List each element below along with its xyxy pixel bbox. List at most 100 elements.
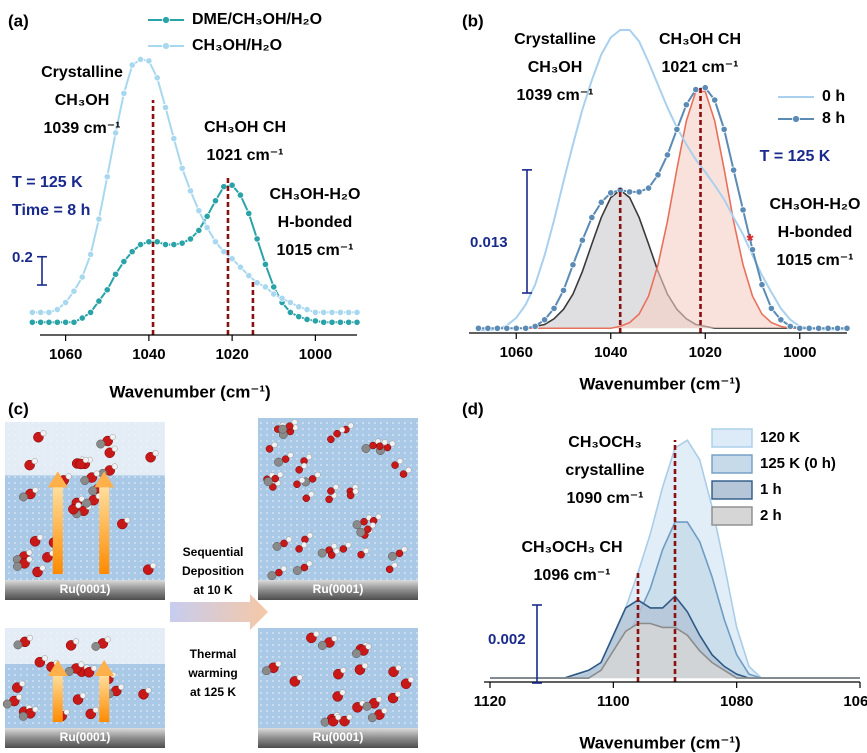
marker	[129, 248, 135, 254]
hydrogen	[16, 694, 22, 700]
annotation: *	[746, 231, 753, 251]
annotation: 1039 cm⁻¹	[44, 120, 121, 137]
marker	[162, 104, 168, 110]
marker	[598, 199, 604, 205]
carbon	[14, 641, 22, 649]
marker	[96, 298, 102, 304]
process-arrow	[170, 594, 268, 630]
legend-label: 8 h	[822, 110, 845, 127]
hydrogen	[363, 548, 369, 554]
marker	[712, 97, 718, 103]
hydrogen	[112, 464, 118, 470]
hydrogen	[390, 441, 396, 447]
panel-label: (b)	[462, 11, 484, 30]
marker	[129, 62, 135, 68]
hydrogen	[297, 675, 303, 681]
marker	[154, 75, 160, 81]
marker	[62, 319, 68, 325]
marker	[29, 319, 35, 325]
hydrogen	[19, 681, 25, 687]
panel-label: (a)	[8, 11, 29, 30]
hydrogen	[299, 477, 305, 483]
marker	[683, 102, 689, 108]
marker	[513, 325, 519, 331]
marker	[146, 239, 152, 245]
carbon	[293, 566, 301, 574]
carbon	[268, 571, 276, 579]
hydrogen	[27, 635, 33, 641]
hydrogen	[376, 514, 382, 520]
marker	[112, 271, 118, 277]
marker	[296, 304, 302, 310]
x-axis-title: Wavenumber (cm⁻¹)	[109, 382, 270, 401]
annotation: H-bonded	[278, 214, 353, 231]
hydrogen	[339, 427, 345, 433]
marker	[589, 214, 595, 220]
annotation: Crystalline	[514, 31, 596, 48]
hydrogen	[76, 502, 82, 508]
marker	[312, 318, 318, 324]
hydrogen	[41, 430, 47, 436]
x-tick-label: 1000	[783, 344, 816, 361]
carbon	[264, 477, 272, 485]
heat-arrow	[53, 674, 63, 722]
hydrogen	[33, 707, 39, 713]
panel: (d)1120110010801060Wavenumber (cm⁻¹)0.00…	[462, 399, 867, 752]
legend-marker	[163, 17, 170, 24]
carbon	[89, 487, 97, 495]
marker	[702, 85, 708, 91]
hydrogen	[366, 644, 372, 650]
legend-swatch	[712, 481, 752, 499]
hydrogen	[276, 661, 282, 667]
annotation: T = 125 K	[12, 174, 83, 191]
hydrogen	[66, 474, 72, 480]
x-axis-title: Wavenumber (cm⁻¹)	[579, 733, 740, 752]
hydrogen	[406, 467, 412, 473]
marker	[329, 319, 335, 325]
hydrogen	[333, 484, 339, 490]
marker	[137, 56, 143, 62]
panel-label: (d)	[462, 399, 484, 418]
annotation: 1021 cm⁻¹	[662, 59, 739, 76]
panel: (a)1060104010201000Wavenumber (cm⁻¹)0.2C…	[8, 11, 360, 401]
x-tick-label: 1060	[49, 346, 82, 363]
marker	[196, 207, 202, 213]
marker	[345, 309, 351, 315]
annotation: T = 125 K	[760, 148, 831, 165]
marker	[54, 306, 60, 312]
marker	[71, 319, 77, 325]
hydrogen	[331, 543, 337, 549]
marker	[345, 319, 351, 325]
marker	[329, 309, 335, 315]
carbon	[318, 641, 326, 649]
annotation: 1090 cm⁻¹	[567, 490, 644, 507]
marker	[844, 325, 850, 331]
marker	[815, 325, 821, 331]
hydrogen	[346, 542, 352, 548]
marker	[79, 274, 85, 280]
hydrogen	[301, 542, 307, 548]
marker	[204, 224, 210, 230]
carbon	[279, 425, 287, 433]
marker	[337, 319, 343, 325]
carbon	[353, 521, 361, 529]
annotation: CH₃OH	[528, 59, 583, 76]
hydrogen	[382, 708, 388, 714]
marker	[494, 325, 500, 331]
marker	[570, 262, 576, 268]
hydrogen	[395, 691, 401, 697]
hydrogen	[27, 557, 33, 563]
marker	[721, 126, 727, 132]
x-axis-title: Wavenumber (cm⁻¹)	[579, 374, 740, 393]
legend-label: 1 h	[760, 481, 782, 498]
carbon	[352, 649, 360, 657]
marker	[279, 295, 285, 301]
marker	[271, 284, 277, 290]
hydrogen	[42, 655, 48, 661]
annotation: CH₃OCH₃ CH	[521, 539, 622, 556]
hydrogen	[64, 709, 70, 715]
hydrogen	[286, 537, 292, 543]
hydrogen	[362, 663, 368, 669]
marker	[664, 152, 670, 158]
marker	[237, 264, 243, 270]
